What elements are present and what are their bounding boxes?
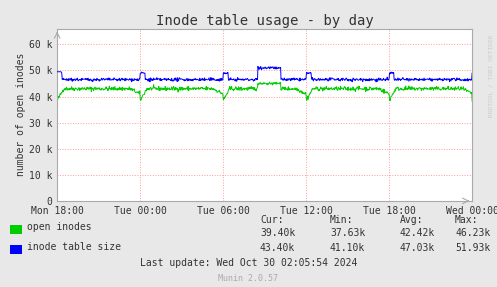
Text: RRDTOOL / TOBI OETIKER: RRDTOOL / TOBI OETIKER xyxy=(489,34,494,117)
Text: 42.42k: 42.42k xyxy=(400,228,435,238)
Text: 51.93k: 51.93k xyxy=(455,243,490,253)
Text: Min:: Min: xyxy=(330,215,353,225)
Text: Cur:: Cur: xyxy=(260,215,283,225)
Text: Munin 2.0.57: Munin 2.0.57 xyxy=(219,274,278,283)
Text: open inodes: open inodes xyxy=(27,222,92,232)
Text: 43.40k: 43.40k xyxy=(260,243,295,253)
Text: 47.03k: 47.03k xyxy=(400,243,435,253)
Text: inode table size: inode table size xyxy=(27,242,121,252)
Text: 46.23k: 46.23k xyxy=(455,228,490,238)
Text: 37.63k: 37.63k xyxy=(330,228,365,238)
Text: Avg:: Avg: xyxy=(400,215,423,225)
Title: Inode table usage - by day: Inode table usage - by day xyxy=(156,13,374,28)
Text: 41.10k: 41.10k xyxy=(330,243,365,253)
Y-axis label: number of open inodes: number of open inodes xyxy=(16,53,26,177)
Text: 39.40k: 39.40k xyxy=(260,228,295,238)
Text: Max:: Max: xyxy=(455,215,479,225)
Text: Last update: Wed Oct 30 02:05:54 2024: Last update: Wed Oct 30 02:05:54 2024 xyxy=(140,258,357,268)
